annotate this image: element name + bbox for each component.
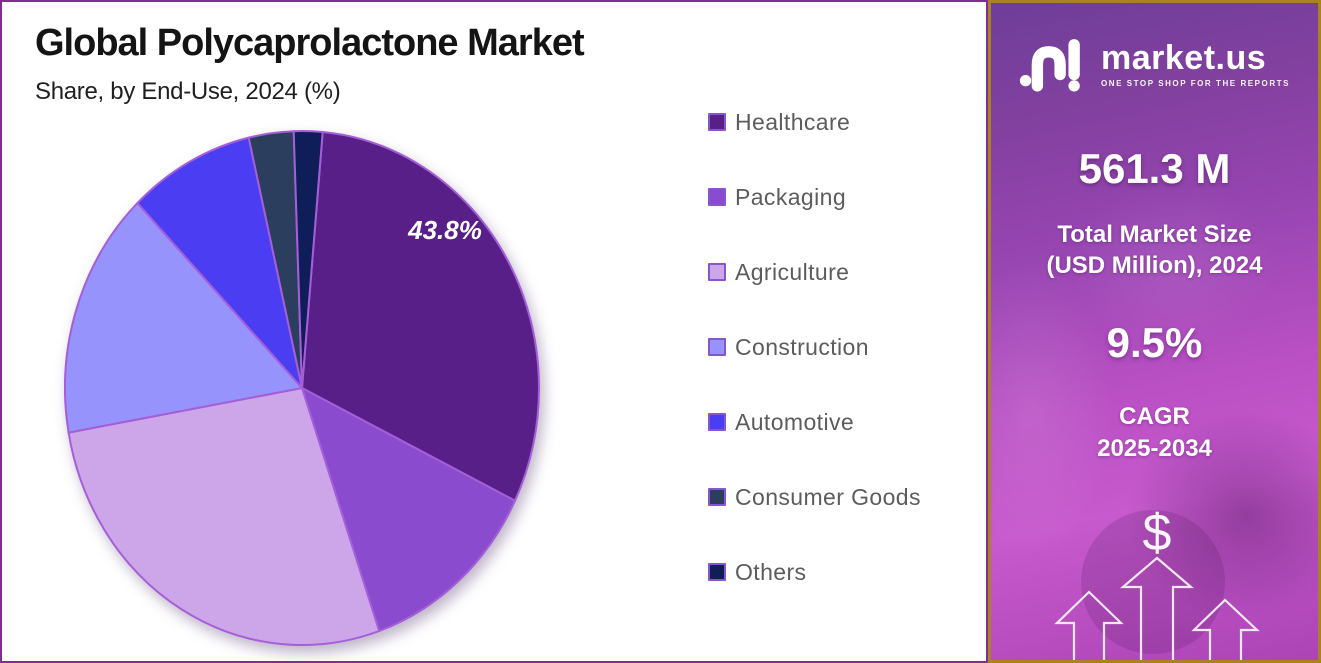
pie-slice-value-label: 43.8% [407,215,482,245]
chart-panel: Global Polycaprolactone Market Share, by… [0,0,988,663]
legend-label: Healthcare [735,108,851,135]
legend-label: Others [735,558,807,585]
pie-slice-healthcare [301,131,540,502]
marketus-logo-icon [1019,39,1080,92]
legend-swatch-icon [708,113,726,131]
brand-tagline: ONE STOP SHOP FOR THE REPORTS [1101,78,1290,88]
pie-slice-others [292,130,324,389]
dollar-icon: $ [1143,504,1172,562]
legend-label: Construction [735,333,869,360]
legend-item-packaging: Packaging [708,183,921,210]
pie-slice-agriculture [67,387,381,646]
chart-subtitle: Share, by End-Use, 2024 (%) [35,78,341,105]
legend-item-construction: Construction [708,333,921,360]
legend-swatch-icon [708,188,726,206]
page-title: Global Polycaprolactone Market [35,22,585,64]
pie-slice-automotive [136,136,303,389]
pie-slice-construction [64,202,303,434]
brand-name: market.us [1101,38,1267,77]
legend-label: Consumer Goods [735,483,921,510]
legend-item-healthcare: Healthcare [708,108,921,135]
legend-item-automotive: Automotive [708,408,921,435]
pie-slice-packaging [301,387,516,632]
legend-item-consumer-goods: Consumer Goods [708,483,921,510]
brand-logo: market.us ONE STOP SHOP FOR THE REPORTS [991,33,1318,95]
legend-swatch-icon [708,413,726,431]
pie-chart: 43.8% [64,130,540,646]
legend-label: Agriculture [735,258,850,285]
total-market-size-value: 561.3 M [1078,145,1231,192]
legend-swatch-icon [708,563,726,581]
brand-sidebar: market.us ONE STOP SHOP FOR THE REPORTS … [988,0,1321,663]
legend-label: Packaging [735,183,847,210]
stat-label-line: CAGR [1119,403,1190,431]
legend-item-agriculture: Agriculture [708,258,921,285]
stat-label-line: Total Market Size [1057,221,1252,248]
stat-label-line: (USD Million), 2024 [1046,252,1263,280]
legend-swatch-icon [708,488,726,506]
total-market-size-label: Total Market Size (USD Million), 2024 [991,219,1318,281]
stat-label-line: 2025-2034 [1097,434,1212,462]
brand-text: market.us ONE STOP SHOP FOR THE REPORTS [1101,41,1290,88]
chart-legend: Healthcare Packaging Agriculture Constructi… [708,108,921,635]
legend-swatch-icon [708,338,726,356]
legend-swatch-icon [708,263,726,281]
legend-item-others: Others [708,558,921,585]
growth-arrows-icon: $ [1054,504,1260,660]
cagr-label: CAGR 2025-2034 [991,401,1318,463]
cagr-value: 9.5% [1106,319,1203,367]
legend-label: Automotive [735,408,855,435]
